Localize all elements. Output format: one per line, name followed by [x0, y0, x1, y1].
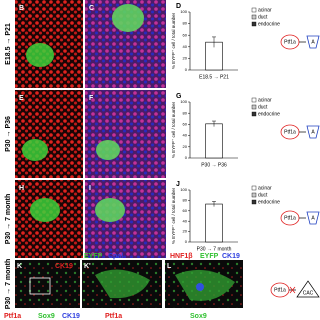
- y-tick-label: 80: [183, 21, 188, 26]
- legend-label: acinar: [258, 7, 272, 13]
- y-tick-label: 60: [183, 121, 188, 126]
- error-bar: [212, 201, 216, 207]
- panel-letter: J: [176, 181, 180, 188]
- panel-letter: K': [84, 263, 91, 270]
- y-axis-label: % EYFP⁺ cell / total number: [171, 101, 176, 158]
- error-bar: [212, 120, 216, 127]
- legend-label: duct: [258, 104, 268, 110]
- stain-label: Ptf1a: [105, 313, 122, 320]
- legend-swatch: [251, 7, 257, 13]
- y-tick-label: 40: [183, 218, 188, 223]
- stain-label: CK19: [55, 263, 73, 270]
- legend-label: acinar: [258, 97, 272, 103]
- schematic-label: Ptf1a: [274, 287, 286, 293]
- y-tick-label: 100: [180, 9, 187, 14]
- row-label: E18.5 → P21: [5, 23, 12, 65]
- schematic-label: A: [311, 129, 315, 135]
- schematic-label: Ptf1a: [284, 129, 296, 135]
- schematic-label: A: [311, 39, 315, 45]
- legend-label: endocrine: [258, 111, 280, 117]
- y-tick-label: 40: [183, 133, 188, 138]
- bar: [205, 123, 223, 159]
- schematic-label: CAC: [303, 290, 314, 296]
- legend-label: acinar: [258, 185, 272, 191]
- stain-label: HNF1β: [170, 253, 193, 260]
- stain-label: Ptf1a: [4, 313, 21, 320]
- row-label: P30 → P36: [5, 116, 12, 152]
- legend-swatch: [251, 192, 257, 198]
- panel-letter: D: [176, 3, 181, 10]
- legend-swatch: [251, 185, 257, 191]
- cross: [289, 286, 296, 294]
- legend-label: duct: [258, 192, 268, 198]
- error-bar: [212, 36, 216, 48]
- legend-swatch: [251, 14, 257, 20]
- y-tick-label: 20: [183, 144, 188, 149]
- stain-label: Sox9: [190, 313, 207, 320]
- x-tick-label: P30 → 7 month: [197, 246, 232, 252]
- y-tick-label: 20: [183, 229, 188, 234]
- y-tick-label: 100: [180, 99, 187, 104]
- panel-letter: E: [19, 95, 24, 102]
- stain-label: Cpal: [108, 253, 123, 260]
- schematic-label: Ptf1a: [284, 215, 296, 221]
- panel-letter: F: [89, 95, 94, 102]
- schematic-label: Ptf1a: [284, 39, 296, 45]
- acinar-shape: [306, 35, 320, 49]
- y-tick-label: 40: [183, 44, 188, 49]
- y-tick-label: 0: [185, 239, 188, 244]
- schematic-label: A: [311, 215, 315, 221]
- bar: [205, 203, 223, 243]
- legend-swatch: [251, 199, 257, 205]
- stain-label: CK19: [62, 313, 80, 320]
- stain-label: CK19: [222, 253, 240, 260]
- acinar-shape: [306, 211, 320, 225]
- legend-swatch: [251, 111, 257, 117]
- panel-letter: B: [19, 5, 24, 12]
- panel-letter: G: [176, 93, 182, 100]
- cac-shape: [296, 280, 320, 298]
- stain-label: Sox9: [38, 313, 55, 320]
- x-tick-label: E18.5 → P21: [199, 74, 229, 80]
- y-tick-label: 80: [183, 110, 188, 115]
- legend-label: endocrine: [258, 21, 280, 27]
- y-tick-label: 80: [183, 197, 188, 202]
- y-tick-label: 60: [183, 32, 188, 37]
- y-tick-label: 20: [183, 55, 188, 60]
- y-tick-label: 0: [185, 155, 188, 160]
- legend-swatch: [251, 104, 257, 110]
- y-tick-label: 100: [180, 187, 187, 192]
- legend-label: duct: [258, 14, 268, 20]
- y-tick-label: 0: [185, 67, 188, 72]
- stain-label: EYFP: [200, 253, 219, 260]
- legend-swatch: [251, 97, 257, 103]
- panel-letter: C: [89, 5, 94, 12]
- row-label: P30 → 7 month: [5, 259, 12, 310]
- y-axis-label: % EYFP⁺ cell / total number: [171, 12, 176, 69]
- legend-swatch: [251, 21, 257, 27]
- stain-label: EYFP: [84, 253, 103, 260]
- y-axis-label: % EYFP⁺ cell / total number: [171, 187, 176, 244]
- panel-letter: K: [17, 263, 22, 270]
- acinar-shape: [306, 125, 320, 139]
- row-label: P30 → 7 month: [5, 194, 12, 245]
- panel-letter: H: [19, 185, 24, 192]
- y-tick-label: 60: [183, 208, 188, 213]
- legend-label: endocrine: [258, 199, 280, 205]
- labels: E18.5 → P21 P30 → P36 P30 → 7 month P30 …: [4, 5, 240, 320]
- x-tick-label: P30 → P36: [201, 162, 227, 168]
- panel-letter: L: [167, 263, 172, 270]
- panel-letter: I: [89, 185, 91, 192]
